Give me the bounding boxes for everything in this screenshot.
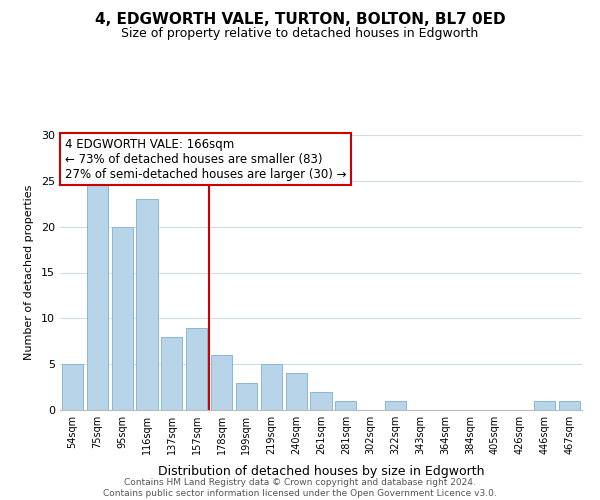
Bar: [211, 355, 232, 410]
Bar: [534, 401, 555, 410]
Bar: [186, 328, 207, 410]
Bar: [385, 401, 406, 410]
Bar: [136, 199, 158, 410]
Bar: [261, 364, 282, 410]
Bar: [310, 392, 332, 410]
Bar: [112, 226, 133, 410]
Bar: [286, 374, 307, 410]
Bar: [161, 336, 182, 410]
Bar: [62, 364, 83, 410]
Y-axis label: Number of detached properties: Number of detached properties: [24, 185, 34, 360]
Text: Contains HM Land Registry data © Crown copyright and database right 2024.
Contai: Contains HM Land Registry data © Crown c…: [103, 478, 497, 498]
Text: Size of property relative to detached houses in Edgworth: Size of property relative to detached ho…: [121, 28, 479, 40]
Bar: [236, 382, 257, 410]
Text: 4, EDGWORTH VALE, TURTON, BOLTON, BL7 0ED: 4, EDGWORTH VALE, TURTON, BOLTON, BL7 0E…: [95, 12, 505, 28]
Bar: [335, 401, 356, 410]
X-axis label: Distribution of detached houses by size in Edgworth: Distribution of detached houses by size …: [158, 466, 484, 478]
Bar: [559, 401, 580, 410]
Bar: [87, 181, 108, 410]
Text: 4 EDGWORTH VALE: 166sqm
← 73% of detached houses are smaller (83)
27% of semi-de: 4 EDGWORTH VALE: 166sqm ← 73% of detache…: [65, 138, 347, 180]
